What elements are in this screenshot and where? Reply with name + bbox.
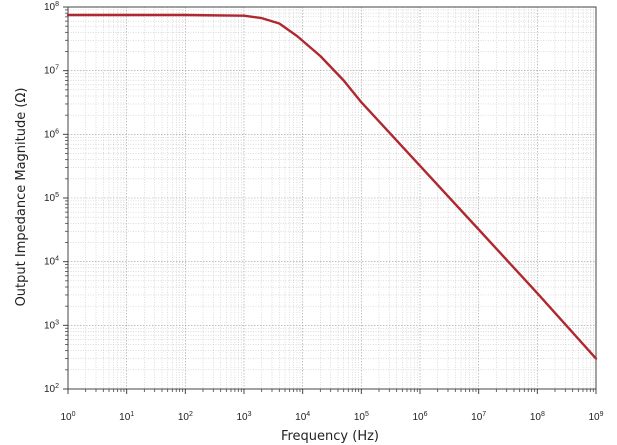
x-tick-label: 107 (471, 411, 486, 423)
x-tick-label: 105 (354, 411, 369, 423)
y-tick-label-base: 10 (44, 193, 56, 204)
y-tick-label: 106 (44, 128, 59, 140)
x-tick-label: 108 (530, 411, 545, 423)
x-tick-label: 104 (295, 411, 310, 423)
x-tick-label-base: 10 (178, 412, 190, 423)
axis-ticks (63, 6, 597, 394)
y-tick-label-exponent: 3 (55, 319, 59, 326)
y-tick-label: 102 (44, 383, 59, 395)
y-tick-label: 104 (44, 256, 59, 268)
x-tick-label-exponent: 9 (600, 411, 604, 418)
y-tick-label-exponent: 4 (55, 256, 59, 263)
series-line (66, 13, 598, 360)
x-tick-label: 101 (119, 411, 134, 423)
y-tick-label-base: 10 (44, 2, 56, 13)
y-tick-label-exponent: 7 (55, 65, 59, 72)
x-tick-label: 109 (588, 411, 603, 423)
y-tick-label: 103 (44, 319, 59, 331)
x-tick-label-base: 10 (236, 412, 248, 423)
x-tick-label-exponent: 2 (189, 411, 193, 418)
x-tick-label-base: 10 (295, 412, 307, 423)
y-tick-label-exponent: 5 (55, 192, 59, 199)
x-tick-label-exponent: 1 (130, 411, 134, 418)
x-tick-label-exponent: 4 (306, 411, 310, 418)
y-tick-label: 107 (44, 65, 59, 77)
x-tick-label-base: 10 (412, 412, 424, 423)
y-tick-label-exponent: 8 (55, 1, 59, 8)
y-tick-label: 105 (44, 192, 59, 204)
x-tick-label: 100 (60, 411, 75, 423)
x-tick-label-base: 10 (530, 412, 542, 423)
x-axis-title: Frequency (Hz) (281, 429, 379, 444)
x-tick-label-exponent: 7 (482, 411, 486, 418)
x-tick-label-base: 10 (588, 412, 600, 423)
y-tick-label-base: 10 (44, 384, 56, 395)
x-tick-label-base: 10 (471, 412, 483, 423)
x-tick-label-exponent: 0 (72, 411, 76, 418)
x-tick-label: 103 (236, 411, 251, 423)
series-layer (66, 13, 598, 360)
y-tick-label-base: 10 (44, 66, 56, 77)
x-tick-label-base: 10 (354, 412, 366, 423)
x-tick-label-exponent: 3 (248, 411, 252, 418)
x-tick-label: 106 (412, 411, 427, 423)
y-tick-label-exponent: 6 (55, 128, 59, 135)
x-tick-label-base: 10 (60, 412, 72, 423)
x-tick-labels: 100 101 102 103 104 105 106 107 108 109 (60, 411, 603, 423)
x-tick-label: 102 (178, 411, 193, 423)
y-tick-label: 108 (44, 1, 59, 13)
x-tick-label-exponent: 8 (541, 411, 545, 418)
y-tick-label-base: 10 (44, 257, 56, 268)
y-axis-title: Output Impedance Magnitude (Ω) (14, 88, 29, 307)
y-tick-label-exponent: 2 (55, 383, 59, 390)
major-grid (67, 6, 597, 390)
x-tick-label-exponent: 5 (365, 411, 369, 418)
y-tick-label-base: 10 (44, 129, 56, 140)
y-tick-label-base: 10 (44, 320, 56, 331)
x-tick-label-base: 10 (119, 412, 131, 423)
x-tick-label-exponent: 6 (424, 411, 428, 418)
